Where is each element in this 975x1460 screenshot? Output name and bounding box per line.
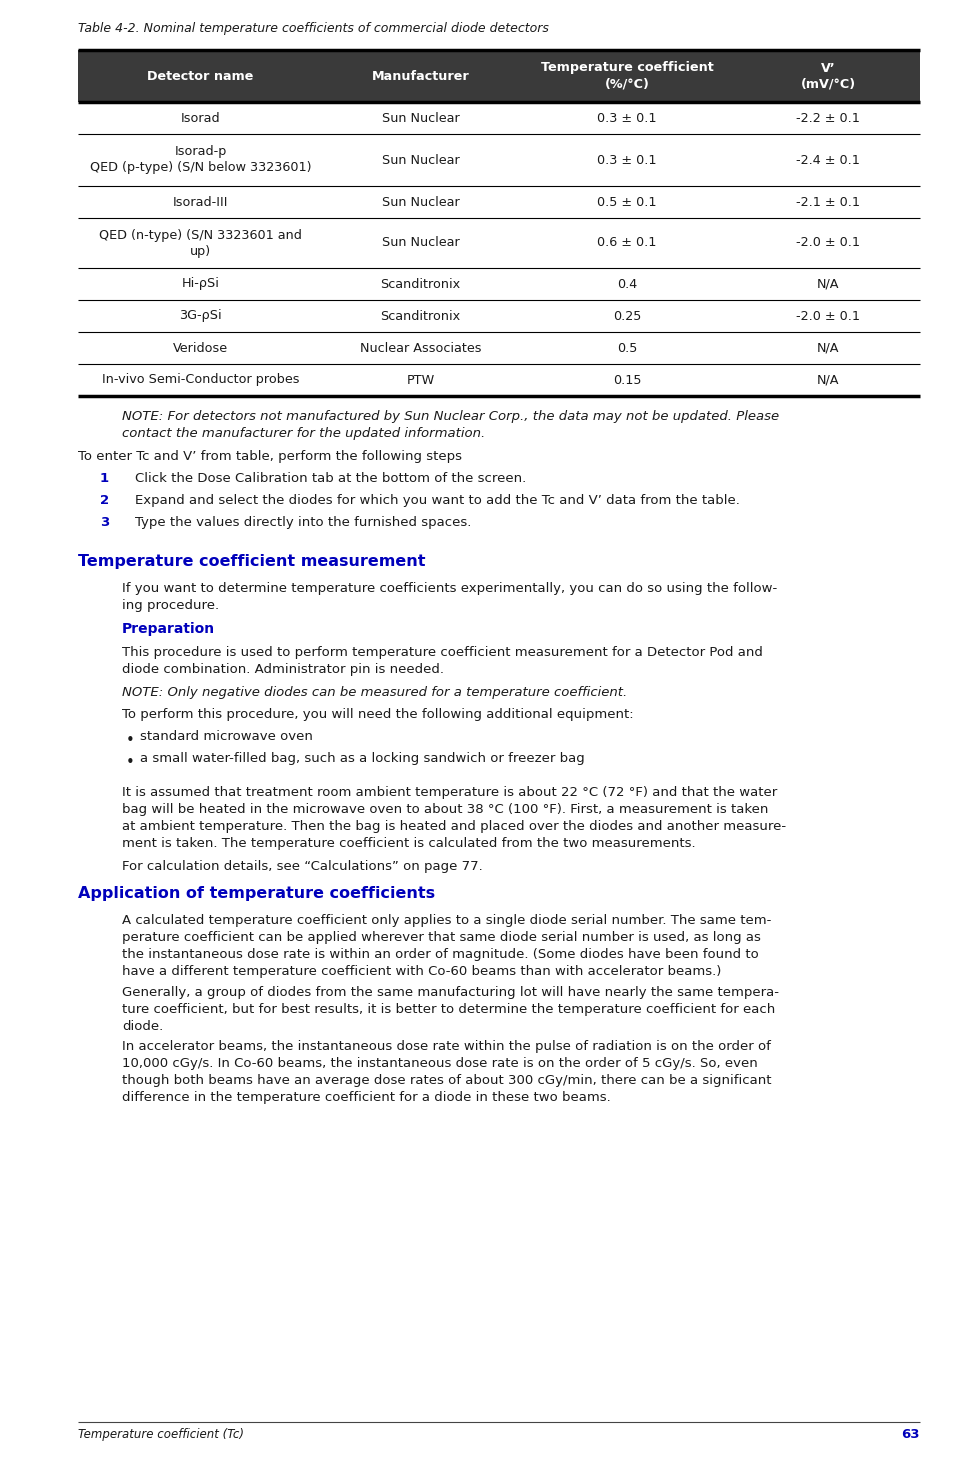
Text: 0.25: 0.25 [613,310,642,323]
Text: This procedure is used to perform temperature coefficient measurement for a Dete: This procedure is used to perform temper… [122,645,762,676]
Text: 63: 63 [902,1428,920,1441]
Text: Expand and select the diodes for which you want to add the Tc and V’ data from t: Expand and select the diodes for which y… [135,493,740,507]
Text: In-vivo Semi-Conductor probes: In-vivo Semi-Conductor probes [101,374,299,387]
Text: For calculation details, see “Calculations” on page 77.: For calculation details, see “Calculatio… [122,860,483,873]
Text: 0.5 ± 0.1: 0.5 ± 0.1 [598,196,657,209]
Text: 3G-ρSi: 3G-ρSi [179,310,222,323]
Text: Scanditronix: Scanditronix [380,310,460,323]
Text: Temperature coefficient
(%/°C): Temperature coefficient (%/°C) [540,61,714,91]
Text: •: • [126,733,135,748]
Text: It is assumed that treatment room ambient temperature is about 22 °C (72 °F) and: It is assumed that treatment room ambien… [122,785,786,850]
Text: standard microwave oven: standard microwave oven [140,730,313,743]
Text: In accelerator beams, the instantaneous dose rate within the pulse of radiation : In accelerator beams, the instantaneous … [122,1040,771,1104]
Text: NOTE: Only negative diodes can be measured for a temperature coefficient.: NOTE: Only negative diodes can be measur… [122,686,627,699]
Text: Application of temperature coefficients: Application of temperature coefficients [78,886,435,901]
Text: 3: 3 [100,515,109,529]
Text: 0.6 ± 0.1: 0.6 ± 0.1 [598,237,657,250]
Text: -2.0 ± 0.1: -2.0 ± 0.1 [796,310,860,323]
Text: 0.15: 0.15 [612,374,642,387]
Text: Click the Dose Calibration tab at the bottom of the screen.: Click the Dose Calibration tab at the bo… [135,472,526,485]
Text: V’
(mV/°C): V’ (mV/°C) [800,61,856,91]
Text: Sun Nuclear: Sun Nuclear [381,196,459,209]
Text: A calculated temperature coefficient only applies to a single diode serial numbe: A calculated temperature coefficient onl… [122,914,771,978]
Text: N/A: N/A [817,342,839,355]
Text: Table 4-2. Nominal temperature coefficients of commercial diode detectors: Table 4-2. Nominal temperature coefficie… [78,22,549,35]
Text: Sun Nuclear: Sun Nuclear [381,153,459,166]
Text: 0.4: 0.4 [617,277,637,291]
Text: -2.0 ± 0.1: -2.0 ± 0.1 [796,237,860,250]
Text: Generally, a group of diodes from the same manufacturing lot will have nearly th: Generally, a group of diodes from the sa… [122,986,779,1034]
Text: 0.3 ± 0.1: 0.3 ± 0.1 [598,111,657,124]
Text: Sun Nuclear: Sun Nuclear [381,111,459,124]
Text: 0.3 ± 0.1: 0.3 ± 0.1 [598,153,657,166]
Text: •: • [126,755,135,769]
Text: a small water-filled bag, such as a locking sandwich or freezer bag: a small water-filled bag, such as a lock… [140,752,585,765]
Text: Scanditronix: Scanditronix [380,277,460,291]
Text: Isorad: Isorad [180,111,220,124]
Text: Sun Nuclear: Sun Nuclear [381,237,459,250]
Text: To perform this procedure, you will need the following additional equipment:: To perform this procedure, you will need… [122,708,634,721]
Text: If you want to determine temperature coefficients experimentally, you can do so : If you want to determine temperature coe… [122,583,777,612]
Bar [78,50,920,102]
Text: Isorad-p
QED (p-type) (S/N below 3323601): Isorad-p QED (p-type) (S/N below 3323601… [90,146,311,175]
Text: NOTE: For detectors not manufactured by Sun Nuclear Corp., the data may not be u: NOTE: For detectors not manufactured by … [122,410,779,439]
Text: To enter Tc and V’ from table, perform the following steps: To enter Tc and V’ from table, perform t… [78,450,462,463]
Text: -2.1 ± 0.1: -2.1 ± 0.1 [796,196,860,209]
Text: N/A: N/A [817,374,839,387]
Text: 2: 2 [100,493,109,507]
Text: PTW: PTW [407,374,435,387]
Text: Preparation: Preparation [122,622,215,637]
Text: Veridose: Veridose [173,342,228,355]
Text: Temperature coefficient (Tc): Temperature coefficient (Tc) [78,1428,244,1441]
Text: -2.4 ± 0.1: -2.4 ± 0.1 [796,153,860,166]
Text: Hi-ρSi: Hi-ρSi [181,277,219,291]
Text: -2.2 ± 0.1: -2.2 ± 0.1 [796,111,860,124]
Text: 1: 1 [100,472,109,485]
Text: QED (n-type) (S/N 3323601 and
up): QED (n-type) (S/N 3323601 and up) [99,229,302,257]
Text: N/A: N/A [817,277,839,291]
Text: Detector name: Detector name [147,70,254,83]
Text: Temperature coefficient measurement: Temperature coefficient measurement [78,553,425,569]
Text: Isorad-III: Isorad-III [173,196,228,209]
Text: Nuclear Associates: Nuclear Associates [360,342,482,355]
Text: Manufacturer: Manufacturer [371,70,469,83]
Text: Type the values directly into the furnished spaces.: Type the values directly into the furnis… [135,515,471,529]
Text: 0.5: 0.5 [617,342,638,355]
